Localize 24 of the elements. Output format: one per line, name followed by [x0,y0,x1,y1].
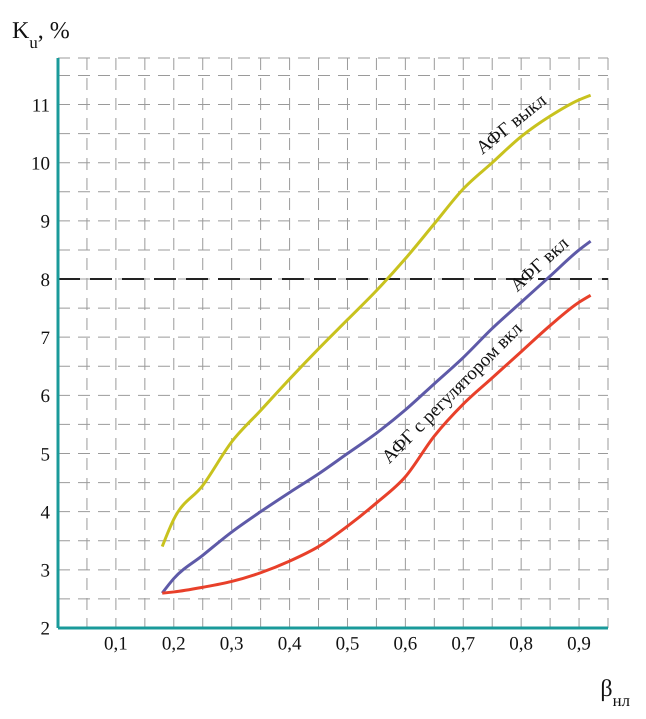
x-tick-label: 0,3 [220,633,244,654]
y-tick-label: 4 [40,502,50,524]
line-series [160,240,592,595]
y-tick-label: 3 [40,560,50,582]
x-tick-label: 0,9 [567,633,591,654]
line-series [160,294,592,595]
x-tick-label: 0,6 [393,633,418,654]
x-tick-label: 0,5 [336,633,360,654]
x-tick-label: 0,2 [162,633,186,654]
y-tick-label: 6 [40,386,50,408]
y-axis-title: K$_{u}$, % [12,18,70,52]
x-tick-label: 0,4 [278,633,302,654]
y-tick-label: 10 [31,153,50,174]
y-tick-label: 9 [40,212,50,233]
line-series [160,94,592,548]
x-tick-label: 0,7 [451,633,476,654]
y-tick-label: 2 [40,618,50,640]
y-tick-label: 11 [32,95,50,116]
y-tick-label: 5 [40,444,50,466]
y-tick-label: 7 [40,328,50,349]
x-axis-title: β$_{нл}$ [600,676,630,710]
x-tick-label: 0,1 [104,633,128,654]
y-tick-label: 8 [40,270,50,291]
x-tick-label: 0,8 [509,633,534,654]
